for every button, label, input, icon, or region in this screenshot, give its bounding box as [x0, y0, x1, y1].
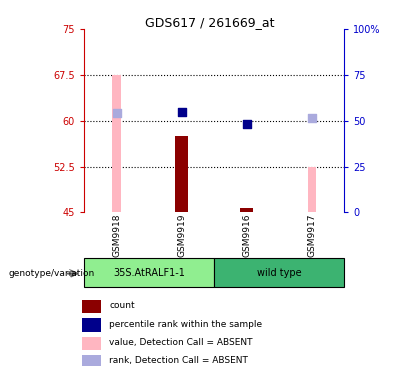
Bar — [84, 258, 214, 287]
Text: wild type: wild type — [257, 268, 302, 278]
Bar — [175, 136, 188, 212]
Text: 35S.AtRALF1-1: 35S.AtRALF1-1 — [113, 268, 185, 278]
Point — [113, 111, 120, 116]
Bar — [82, 355, 101, 366]
Point — [309, 115, 315, 121]
Point — [178, 109, 185, 115]
Text: count: count — [109, 302, 135, 310]
Bar — [82, 337, 101, 350]
Text: percentile rank within the sample: percentile rank within the sample — [109, 320, 262, 329]
Text: GSM9917: GSM9917 — [307, 213, 316, 257]
Bar — [240, 208, 253, 212]
Text: GDS617 / 261669_at: GDS617 / 261669_at — [145, 16, 275, 30]
Text: genotype/variation: genotype/variation — [8, 269, 95, 278]
Text: value, Detection Call = ABSENT: value, Detection Call = ABSENT — [109, 338, 253, 347]
Bar — [307, 167, 316, 212]
Text: GSM9919: GSM9919 — [177, 213, 186, 257]
Bar — [82, 300, 101, 313]
Bar — [82, 318, 101, 332]
Text: GSM9916: GSM9916 — [242, 213, 251, 257]
Text: rank, Detection Call = ABSENT: rank, Detection Call = ABSENT — [109, 356, 248, 365]
Bar — [112, 75, 121, 212]
Point — [244, 121, 250, 127]
Bar — [214, 258, 344, 287]
Text: GSM9918: GSM9918 — [112, 213, 121, 257]
